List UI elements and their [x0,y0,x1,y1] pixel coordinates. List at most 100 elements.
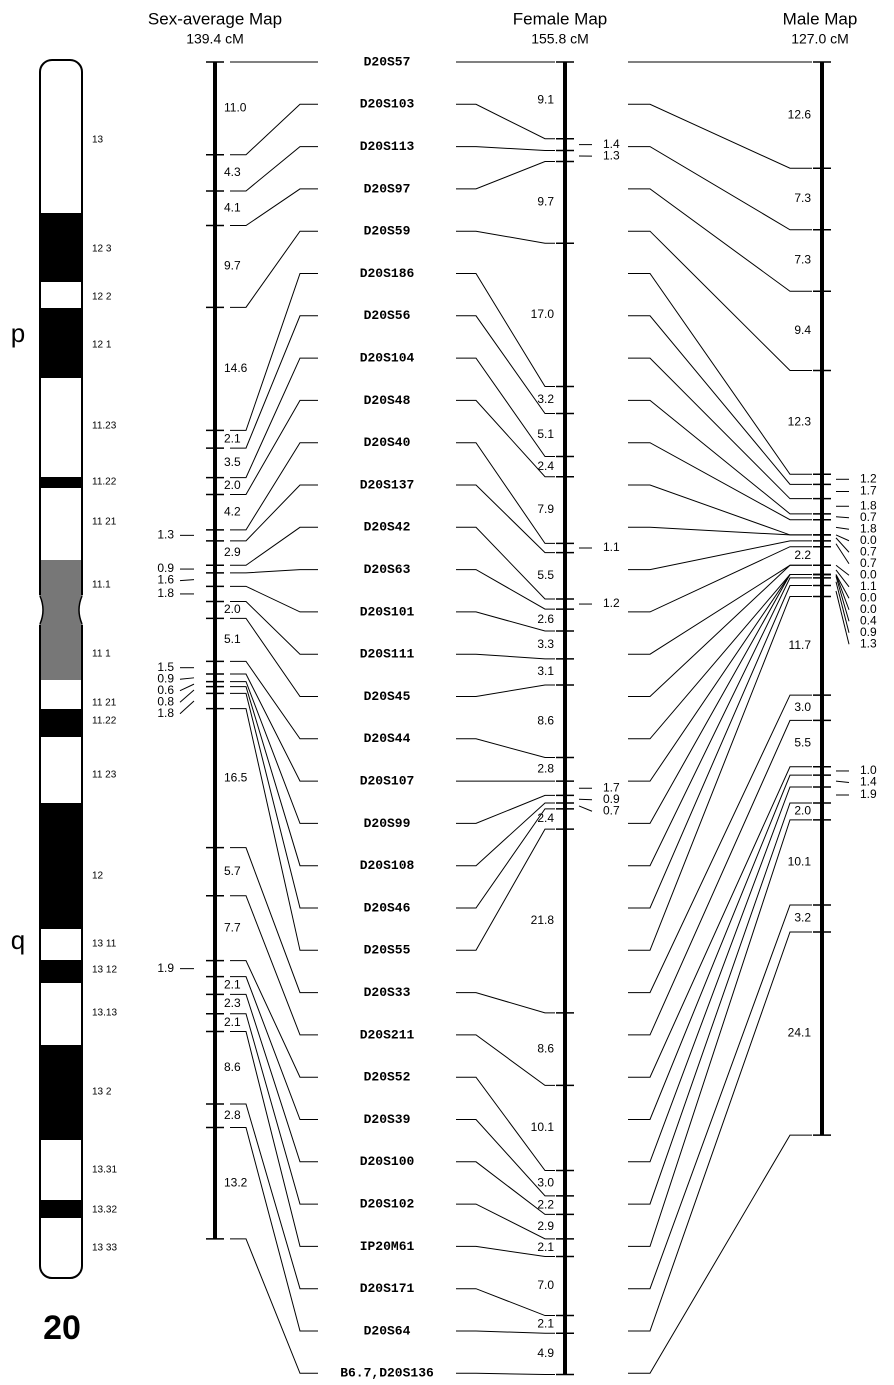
connector [230,1030,318,1247]
interval-label: 0.7 [860,510,877,524]
connector [628,574,812,824]
interval-label: 8.6 [537,1041,554,1055]
interval-label: 1.1 [603,540,620,554]
band [40,680,82,709]
connector [456,526,555,600]
band [40,488,82,560]
interval-label: 2.1 [537,1240,554,1254]
connector [628,273,812,475]
interval-pointer [179,683,195,692]
interval-label: 5.5 [537,568,554,582]
interval-label: 1.8 [860,498,877,512]
interval-label: 0.7 [860,556,877,570]
connector [456,1245,555,1258]
band [40,709,82,737]
connector [230,1103,318,1290]
connector [230,399,318,495]
interval-label: 0.9 [860,625,877,639]
interval-label: 3.5 [224,455,241,469]
band [40,60,82,213]
connector [456,1034,555,1086]
map-length: 139.4 cM [186,31,244,47]
connector [628,526,812,536]
connector [230,273,318,431]
marker-label: D20S33 [364,985,411,1000]
interval-pointer [835,581,850,633]
interval-label: 1.4 [860,775,877,789]
interval-label: 1.3 [157,528,174,542]
connector [456,808,555,909]
interval-label: 2.0 [794,804,811,818]
band [40,1140,82,1200]
interval-label: 10.1 [531,1120,555,1134]
map-title: Sex-average Map [148,9,282,28]
interval-pointer [835,537,850,553]
connector [456,160,555,190]
connector [456,992,555,1014]
marker-label: D20S46 [364,900,411,915]
connector [456,828,555,951]
connector [230,484,318,542]
interval-label: 0.0 [860,602,877,616]
marker-label: D20S63 [364,562,411,577]
band-label: 13.13 [92,1008,117,1019]
connector [628,802,812,1205]
band-label: 11.23 [92,421,117,432]
band-label: 11 21 [92,517,117,528]
marker-label: D20S52 [364,1070,411,1085]
connector [456,611,555,632]
interval-label: 0.0 [860,590,877,604]
interval-label: 12.3 [788,415,812,429]
interval-label: 13.2 [224,1175,248,1189]
band [40,610,82,680]
connector [628,1134,812,1374]
marker-label: D20S211 [360,1027,415,1042]
marker-label: D20S59 [364,224,411,239]
interval-label: 0.7 [860,544,877,558]
connector [230,357,318,479]
connector [628,719,812,1036]
marker-label: D20S100 [360,1154,415,1169]
connector [456,1076,555,1172]
interval-label: 2.0 [224,602,241,616]
connector [456,399,555,478]
connector [628,357,812,500]
interval-label: 8.6 [224,1060,241,1074]
band-label: 11 21 [92,698,117,709]
interval-label: 7.3 [794,253,811,267]
band-label: 11.22 [92,716,117,727]
interval-pointer [835,574,850,599]
connector [456,1203,555,1240]
interval-pointer [835,576,850,622]
interval-pointer [835,543,850,565]
map-length: 127.0 cM [791,31,849,47]
connector [230,686,318,867]
connector [456,802,555,867]
band-label: 13.32 [92,1205,117,1216]
connector [230,692,318,909]
band [40,378,82,477]
connector [230,526,318,566]
marker-label: D20S107 [360,774,415,789]
interval-label: 9.7 [537,195,554,209]
interval-label: 2.9 [537,1219,554,1233]
connector [230,315,318,449]
interval-label: 7.9 [537,502,554,516]
band [40,803,82,929]
interval-pointer [179,677,195,680]
band [40,737,82,803]
marker-label: D20S104 [360,351,415,366]
band [40,960,82,983]
connector [230,660,318,740]
interval-label: 0.6 [157,683,174,697]
interval-label: 0.4 [860,613,877,627]
interval-label: 2.8 [224,1108,241,1122]
connector [230,601,318,655]
interval-label: 2.2 [537,1197,554,1211]
connector [628,315,812,485]
interval-label: 12.6 [788,107,812,121]
interval-label: 3.0 [537,1175,554,1189]
centromere-edge [39,595,83,625]
chromosome-label: 20 [43,1309,81,1347]
